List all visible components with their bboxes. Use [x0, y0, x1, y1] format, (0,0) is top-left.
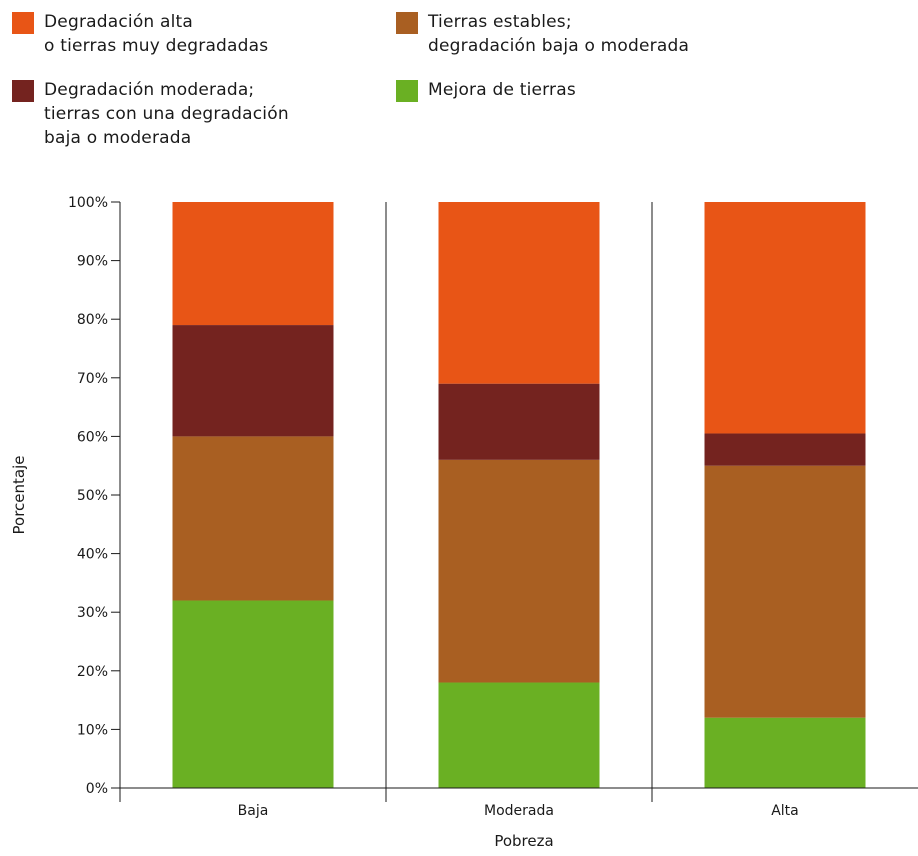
bar-segment-alta-mejora-de-tierras — [704, 717, 866, 788]
legend-label-moderate-degradation: Degradación moderada; tierras con una de… — [44, 80, 289, 148]
legend-label-stable-land: Tierras estables; degradación baja o mod… — [428, 12, 690, 56]
bar-segment-baja-degradacion-moderada-tie — [172, 325, 334, 437]
bar-segment-alta-degradacion-moderada-tie — [704, 433, 866, 466]
bar-layer — [172, 202, 866, 788]
x-tick-layer: Baja Moderada Alta — [238, 803, 799, 819]
legend-swatch-moderate-degradation — [12, 80, 34, 102]
x-tick-label-moderada: Moderada — [484, 803, 554, 819]
y-tick-label: 30% — [77, 605, 108, 621]
bar-segment-alta-degradacion-alta-o-tierr — [704, 202, 866, 434]
category-separators — [119, 202, 653, 802]
x-tick-label-baja: Baja — [238, 803, 269, 819]
y-tick-label: 50% — [77, 488, 108, 504]
legend-item-stable-land: Tierras estables; degradación baja o mod… — [396, 10, 689, 58]
bar-segment-moderada-degradacion-moderada-tie — [438, 383, 600, 460]
y-tick-label: 80% — [77, 312, 108, 328]
chart-legend: Degradación alta o tierras muy degradada… — [0, 0, 918, 160]
legend-swatch-stable-land — [396, 12, 418, 34]
legend-item-moderate-degradation: Degradación moderada; tierras con una de… — [12, 78, 289, 150]
bar-segment-baja-tierras-estables-degrada — [172, 436, 334, 601]
bar-segment-baja-degradacion-alta-o-tierr — [172, 202, 334, 326]
y-tick-label: 90% — [77, 254, 108, 270]
y-tick-label: 20% — [77, 664, 108, 680]
legend-label-land-improvement: Mejora de tierras — [428, 80, 576, 100]
legend-swatch-high-degradation — [12, 12, 34, 34]
y-tick-layer: 0% 10% 20% 30% 40% 50% 60% 70% 80% 90% 100% — [68, 195, 120, 797]
y-axis-title: Porcentaje — [10, 456, 28, 535]
x-axis-title: Pobreza — [494, 832, 553, 850]
bar-segment-baja-mejora-de-tierras — [172, 600, 334, 788]
bar-segment-alta-tierras-estables-degrada — [704, 465, 866, 718]
y-tick-label: 0% — [86, 781, 108, 797]
y-tick-label: 60% — [77, 429, 108, 445]
legend-swatch-land-improvement — [396, 80, 418, 102]
legend-item-land-improvement: Mejora de tierras — [396, 78, 576, 102]
bar-segment-moderada-mejora-de-tierras — [438, 682, 600, 788]
y-tick-label: 70% — [77, 371, 108, 387]
y-tick-label: 40% — [77, 547, 108, 563]
x-tick-label-alta: Alta — [771, 803, 799, 819]
bar-segment-moderada-degradacion-alta-o-tierr — [438, 202, 600, 384]
y-tick-label: 100% — [68, 195, 108, 211]
legend-label-high-degradation: Degradación alta o tierras muy degradada… — [44, 12, 269, 56]
y-tick-label: 10% — [77, 722, 108, 738]
bar-segment-moderada-tierras-estables-degrada — [438, 459, 600, 683]
legend-item-high-degradation: Degradación alta o tierras muy degradada… — [12, 10, 268, 58]
